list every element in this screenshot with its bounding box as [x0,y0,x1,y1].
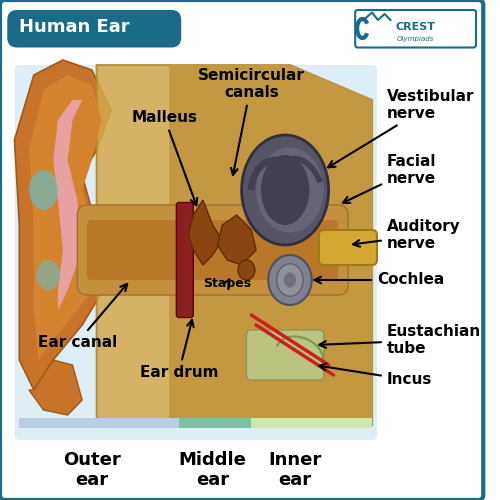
Polygon shape [14,60,111,390]
Ellipse shape [29,170,58,210]
Polygon shape [29,75,102,360]
Text: Inner
ear: Inner ear [268,450,322,490]
Polygon shape [188,200,222,265]
Ellipse shape [238,260,255,280]
FancyBboxPatch shape [7,10,181,48]
Ellipse shape [284,272,296,287]
Polygon shape [169,65,372,425]
Polygon shape [53,100,82,310]
Text: Human Ear: Human Ear [20,18,130,36]
Text: Ear canal: Ear canal [38,284,127,350]
Text: Auditory
nerve: Auditory nerve [353,219,461,251]
Text: Cochlea: Cochlea [314,272,444,287]
FancyBboxPatch shape [87,220,339,280]
Text: Eustachian
tube: Eustachian tube [319,324,481,356]
FancyBboxPatch shape [14,65,377,440]
FancyBboxPatch shape [319,230,377,265]
Text: Vestibular
nerve: Vestibular nerve [328,89,474,168]
Ellipse shape [36,260,60,290]
Text: Stapes: Stapes [203,277,251,290]
FancyBboxPatch shape [252,418,372,428]
Text: Outer
ear: Outer ear [63,450,120,490]
Text: Olympiads: Olympiads [397,36,434,42]
Ellipse shape [242,135,328,245]
FancyBboxPatch shape [179,418,252,428]
Text: CREST: CREST [396,22,436,32]
Ellipse shape [261,155,310,225]
FancyBboxPatch shape [176,202,194,318]
FancyBboxPatch shape [246,330,324,380]
Text: Middle
ear: Middle ear [178,450,246,490]
Text: Ear drum: Ear drum [140,320,218,380]
Text: Malleus: Malleus [132,110,198,205]
FancyBboxPatch shape [0,0,483,500]
Text: Facial
nerve: Facial nerve [343,154,436,203]
Text: Incus: Incus [319,364,432,388]
Ellipse shape [256,148,324,232]
FancyBboxPatch shape [355,10,476,48]
FancyBboxPatch shape [78,205,348,295]
FancyBboxPatch shape [20,418,179,428]
Polygon shape [29,360,82,415]
Text: Semicircular
canals: Semicircular canals [198,68,304,175]
Polygon shape [218,215,256,265]
Ellipse shape [276,264,303,296]
Ellipse shape [268,255,312,305]
Polygon shape [96,65,372,425]
